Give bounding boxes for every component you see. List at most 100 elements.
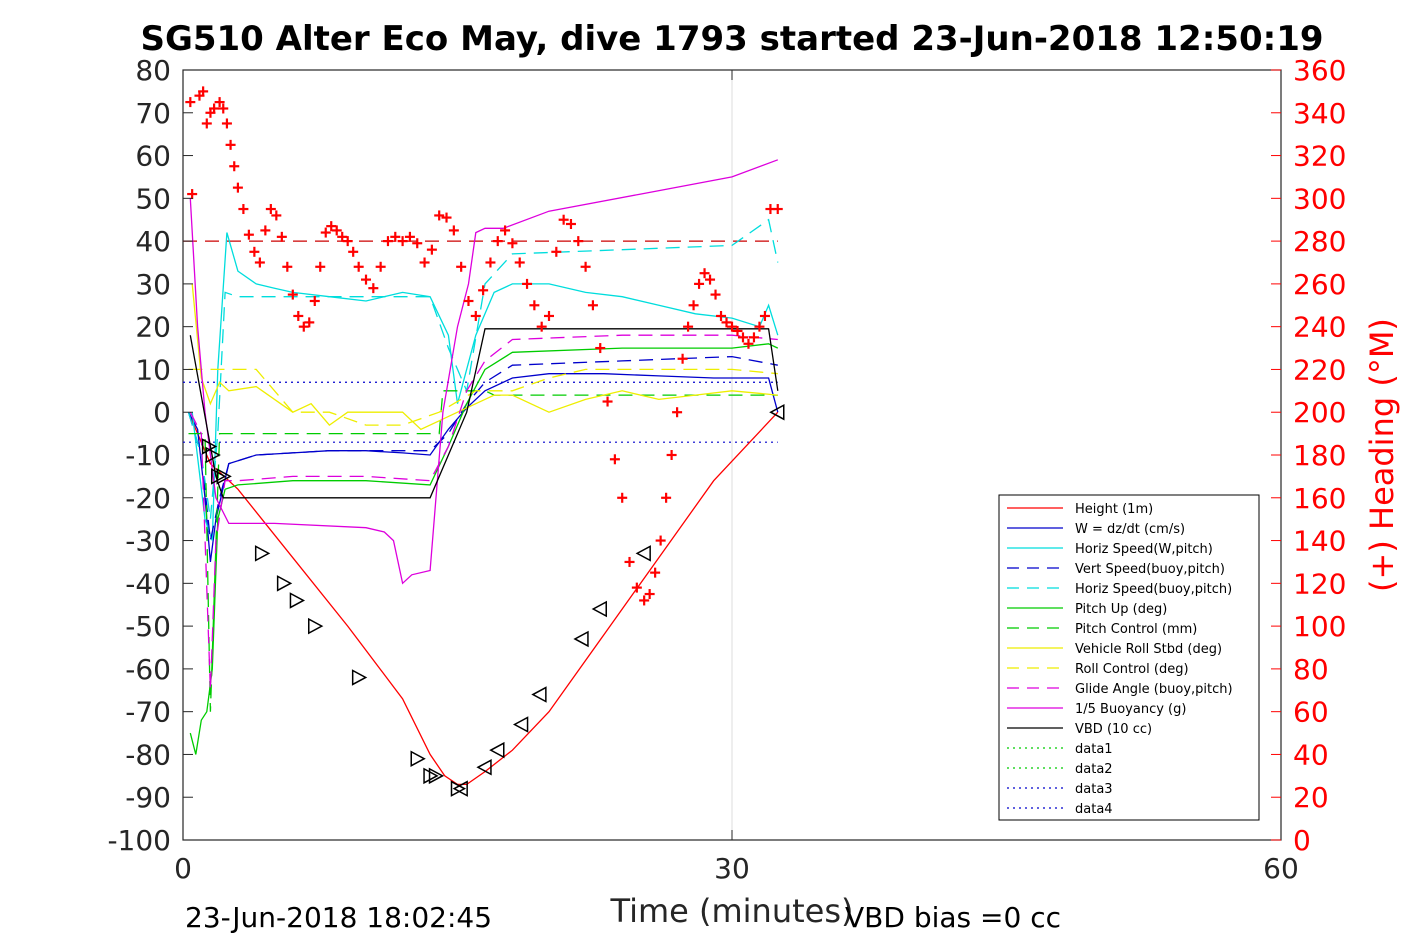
y-tick-label: -40 <box>125 567 171 600</box>
heading-marker <box>412 238 423 249</box>
y-right-tick-label: 140 <box>1293 525 1346 558</box>
footer-timestamp: 23-Jun-2018 18:02:45 <box>185 901 492 934</box>
y-tick-label: -70 <box>125 696 171 729</box>
series-layer <box>187 159 779 786</box>
y-right-tick-label: 0 <box>1293 824 1311 857</box>
heading-marker <box>361 274 371 285</box>
heading-marker <box>677 353 688 364</box>
heading-marker <box>232 182 243 193</box>
heading-marker <box>238 204 249 215</box>
y-tick-label: -10 <box>125 439 171 472</box>
y-right-tick-label: 160 <box>1293 482 1346 515</box>
y-right-tick-label: 300 <box>1293 182 1346 215</box>
heading-marker <box>609 454 620 465</box>
heading-marker <box>716 310 727 321</box>
x-axis-label: Time (minutes) <box>610 892 854 930</box>
heading-marker <box>639 595 650 606</box>
triangle-markers <box>201 403 785 797</box>
heading-marker <box>772 204 783 215</box>
heading-marker <box>463 296 474 306</box>
heading-marker <box>315 261 326 272</box>
heading-marker <box>214 97 225 108</box>
y-right-tick-label: 180 <box>1293 439 1346 472</box>
heading-marker <box>551 246 562 257</box>
series-line-8 <box>188 368 778 426</box>
heading-marker <box>404 231 415 242</box>
triangle-marker <box>531 686 547 703</box>
heading-marker <box>218 103 229 114</box>
triangle-marker <box>428 767 445 785</box>
y-tick-label: 40 <box>135 225 171 258</box>
heading-marker <box>710 289 721 300</box>
triangle-marker <box>635 545 651 562</box>
y-right-tick-label: 340 <box>1293 97 1346 130</box>
heading-marker <box>254 257 265 268</box>
y-right-tick-label: 60 <box>1293 696 1329 729</box>
heading-marker <box>320 227 331 238</box>
y-right-tick-label: 100 <box>1293 610 1346 643</box>
heading-marker <box>426 244 437 255</box>
y-tick-label: 70 <box>135 97 171 130</box>
triangle-marker <box>591 600 607 618</box>
y-tick-label: 0 <box>153 396 171 429</box>
y-tick-label: -80 <box>125 738 171 771</box>
heading-marker <box>229 161 240 172</box>
legend-label: Horiz Speed(W,pitch) <box>1075 542 1213 557</box>
y-tick-label: 80 <box>135 54 171 87</box>
y-right-tick-label: 260 <box>1293 268 1346 301</box>
heading-marker <box>544 310 554 321</box>
heading-marker <box>326 221 337 232</box>
heading-marker <box>624 556 635 567</box>
heading-marker <box>342 236 353 247</box>
heading-marker <box>650 567 661 578</box>
y-right-tick-label: 120 <box>1293 567 1346 600</box>
heading-marker <box>699 268 710 279</box>
legend-label: data4 <box>1075 802 1113 817</box>
heading-marker <box>287 289 298 300</box>
y-right-tick-label: 240 <box>1293 311 1346 344</box>
heading-marker <box>368 283 379 294</box>
heading-marker <box>225 139 236 150</box>
heading-marker <box>500 225 511 236</box>
heading-marker <box>631 582 642 593</box>
heading-marker <box>293 310 304 321</box>
y-tick-label: -90 <box>125 781 171 814</box>
triangle-marker <box>489 741 505 759</box>
heading-marker <box>683 321 694 332</box>
legend-label: Horiz Speed(buoy,pitch) <box>1075 582 1232 597</box>
heading-marker <box>727 321 737 332</box>
heading-marker <box>507 238 518 249</box>
y-tick-label: 10 <box>135 353 171 386</box>
triangle-marker <box>211 468 227 485</box>
series-line-1 <box>187 373 779 562</box>
triangle-marker <box>308 617 324 635</box>
heading-marker <box>265 204 276 215</box>
triangle-marker <box>573 630 589 648</box>
heading-marker <box>187 189 198 200</box>
heading-marker <box>271 210 282 221</box>
heading-marker <box>661 492 672 503</box>
heading-marker <box>397 236 408 247</box>
triangle-marker <box>276 575 293 592</box>
legend: Height (1m) W = dz/dt (cm/s) Horiz Speed(W… <box>998 494 1260 821</box>
y-right-tick-label: 40 <box>1293 738 1329 771</box>
heading-marker <box>672 407 683 418</box>
legend-label: VBD (10 cc) <box>1075 722 1152 737</box>
series-line-10 <box>189 159 779 585</box>
legend-label: data2 <box>1075 762 1113 777</box>
y-tick-label: 50 <box>135 182 171 215</box>
heading-marker <box>748 332 759 343</box>
heading-marker <box>617 492 628 503</box>
heading-marker <box>688 300 699 311</box>
heading-marker <box>759 310 770 321</box>
heading-marker <box>536 321 547 332</box>
triangle-marker <box>769 403 785 421</box>
triangle-marker <box>410 750 426 767</box>
y-tick-label: -60 <box>125 653 171 686</box>
axis-ticks: 0 30 6080706050403020100-10-20-30-40-50-60… <box>107 54 1346 885</box>
heading-marker <box>666 450 677 460</box>
heading-marker <box>276 231 287 242</box>
legend-box <box>998 494 1260 821</box>
heading-marker <box>201 118 212 129</box>
y-right-tick-label: 220 <box>1293 353 1346 386</box>
